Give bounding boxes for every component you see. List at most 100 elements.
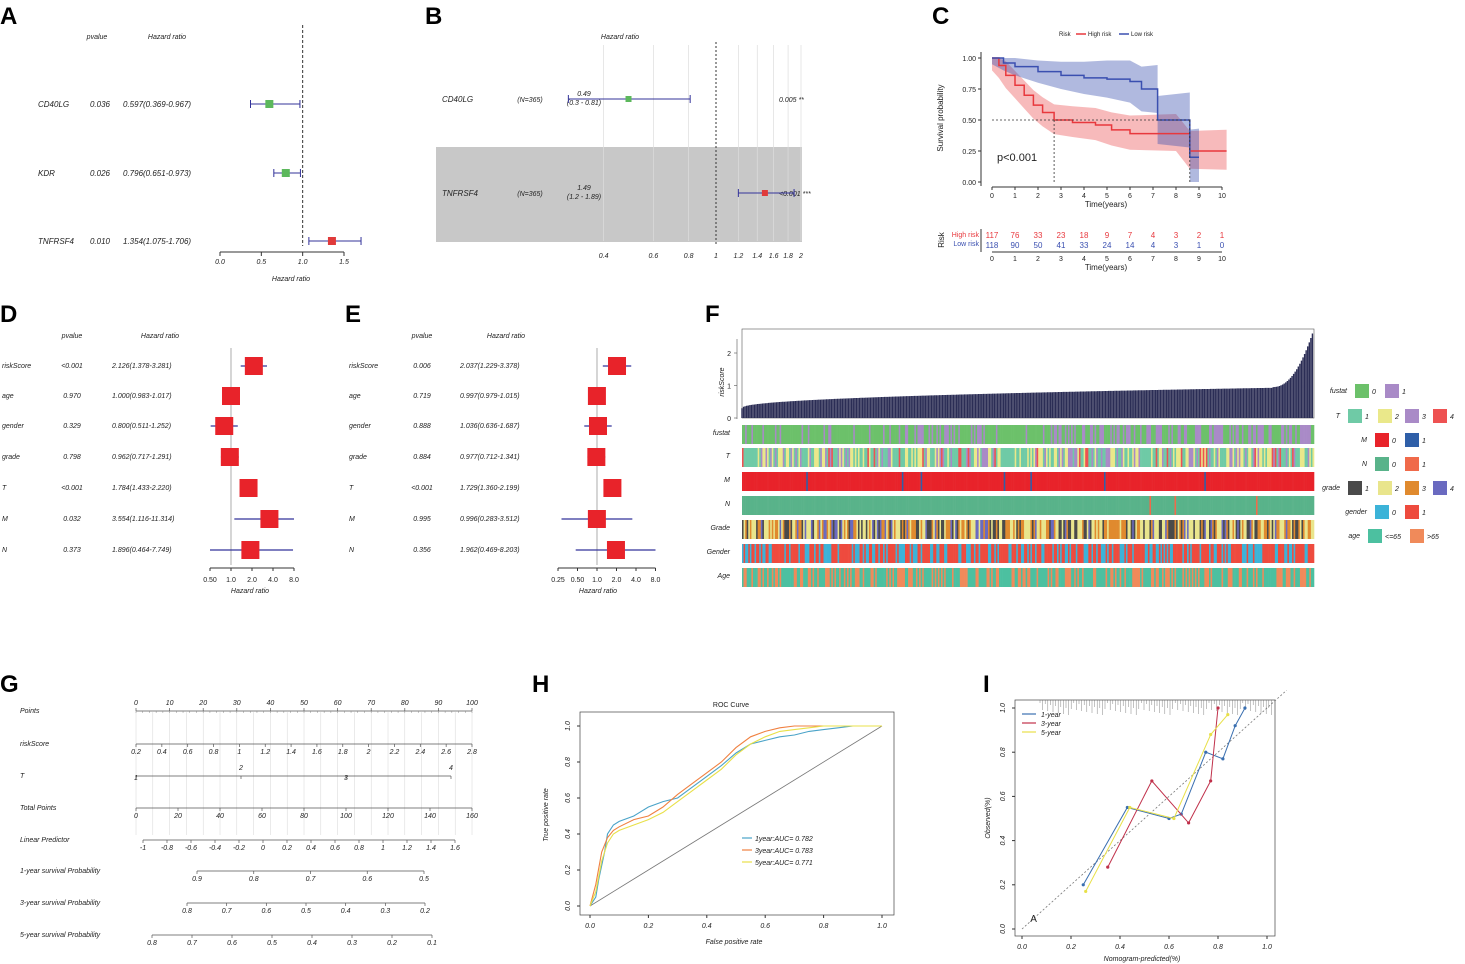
panel-g-row-tick-label: 2.2 xyxy=(389,749,400,756)
panel-f-track-cell xyxy=(1028,496,1031,515)
panel-f-risk-bars xyxy=(741,333,1314,418)
panel-f-track-cell xyxy=(1245,448,1247,467)
panel-f-track-cell xyxy=(1110,472,1113,491)
panel-f-track-cell xyxy=(845,472,848,491)
panel-f-track-cell xyxy=(1210,544,1213,563)
panel-f-track-cell xyxy=(1061,496,1064,515)
panel-f-track-cell xyxy=(743,425,746,444)
panel-f-track-cell xyxy=(1011,496,1014,515)
panel-h-x-tick-label: 1.0 xyxy=(877,923,887,930)
panel-f-track-cell xyxy=(878,472,881,491)
panel-f-track-label: Gender xyxy=(707,549,731,556)
panel-c-y-tick-label: 0.00 xyxy=(962,180,976,187)
panel-f-track-cell xyxy=(1168,520,1171,539)
panel-f-track-cell xyxy=(917,472,920,491)
panel-f-track-cell xyxy=(798,544,801,563)
panel-f-track-cell xyxy=(1256,496,1258,515)
panel-f-track-cell xyxy=(1016,425,1019,444)
panel-f-track-cell xyxy=(970,425,973,444)
panel-f-track-cell xyxy=(892,472,895,491)
panel-f-track-cell xyxy=(1177,425,1180,444)
panel-f-track-cell xyxy=(1202,496,1205,515)
panel-f-track-cell xyxy=(1058,425,1061,444)
panel-d-forest-row-pvalue: <0.001 xyxy=(61,363,83,370)
panel-f-track-cell xyxy=(1274,496,1277,515)
panel-f-track-cell xyxy=(1160,568,1163,587)
panel-f-heatmap: 012riskScorefustatTMNGradeGenderAgefusta… xyxy=(707,328,1454,587)
panel-f-track-cell xyxy=(1069,448,1072,467)
panel-f-track-cell xyxy=(984,544,987,563)
panel-f-track-cell xyxy=(876,520,879,539)
panel-f-track-cell xyxy=(1207,496,1210,515)
panel-f-track-cell xyxy=(931,568,934,587)
panel-f-legend-label: 0 xyxy=(1392,510,1396,517)
panel-f-legend-label: 2 xyxy=(1394,486,1399,493)
panel-f-track-cell xyxy=(1303,496,1305,515)
panel-f-track-cell xyxy=(926,425,929,444)
panel-f-track-cell xyxy=(1199,425,1202,444)
panel-f-track-cell xyxy=(969,425,972,444)
panel-f-track-cell xyxy=(1216,568,1219,587)
panel-f-track-cell xyxy=(854,520,857,539)
panel-f-track-cell xyxy=(981,448,984,467)
panel-f-track-cell xyxy=(751,448,754,467)
panel-a-hr-point xyxy=(281,169,290,177)
panel-f-track-cell xyxy=(865,448,868,467)
panel-f-track-cell xyxy=(1022,472,1025,491)
panel-f-track-cell xyxy=(768,472,771,491)
panel-f-track-cell xyxy=(1180,448,1183,467)
panel-b-hr-point xyxy=(761,190,768,196)
panel-f-track-cell xyxy=(779,568,782,587)
panel-f-track-cell xyxy=(1105,520,1108,539)
panel-f-track-cell xyxy=(1144,496,1147,515)
panel-f-track-cell xyxy=(926,496,929,515)
panel-f-track-cell xyxy=(837,425,840,444)
panel-f-track-cell xyxy=(1000,544,1003,563)
panel-f-track-cell xyxy=(1166,472,1169,491)
panel-f-track-cell xyxy=(1224,496,1227,515)
panel-f-track-cell xyxy=(817,472,820,491)
panel-f-track-cell xyxy=(906,496,909,515)
panel-f-track-cell xyxy=(1230,520,1233,539)
panel-f-track-cell xyxy=(795,544,798,563)
panel-f-track-cell xyxy=(1071,568,1073,587)
panel-g-row-tick-label: 0.1 xyxy=(427,940,437,947)
panel-f-track-cell xyxy=(759,568,762,587)
panel-f-track-cell xyxy=(1072,496,1075,515)
panel-f-track-cell xyxy=(969,496,972,515)
panel-f-track-cell xyxy=(759,448,762,467)
panel-f-track-cell xyxy=(1293,520,1296,539)
panel-f-track-cell xyxy=(839,472,842,491)
panel-f-legend-label: 3 xyxy=(1422,414,1426,421)
panel-f-track-cell xyxy=(742,496,744,515)
panel-f-track-cell xyxy=(781,425,784,444)
panel-f-track-cell xyxy=(1248,425,1251,444)
panel-f-track-cell xyxy=(933,496,936,515)
panel-f-track-cell xyxy=(1013,568,1015,587)
panel-f-track-cell xyxy=(875,425,878,444)
panel-f-track-cell xyxy=(1028,472,1031,491)
panel-f-track-cell xyxy=(861,568,863,587)
panel-g-row-label: T xyxy=(20,773,25,780)
panel-f-track-cell xyxy=(919,496,921,515)
panel-f-track-cell xyxy=(934,544,937,563)
panel-f-track-cell xyxy=(1246,448,1249,467)
panel-f-track-cell xyxy=(773,496,776,515)
panel-f-track-cell xyxy=(989,544,992,563)
panel-f-track-cell xyxy=(1199,520,1202,539)
panel-h-x-tick-label: 0.8 xyxy=(819,923,829,930)
panel-f-track-cell xyxy=(1191,472,1194,491)
panel-f-track-cell xyxy=(1180,544,1183,563)
panel-f-track-cell xyxy=(815,425,818,444)
panel-f-track-cell xyxy=(867,448,870,467)
panel-f-track-cell xyxy=(898,448,901,467)
panel-f-track-cell xyxy=(956,496,959,515)
panel-f-track-cell xyxy=(1161,520,1164,539)
panel-f-track-cell xyxy=(948,425,951,444)
panel-f-track-cell xyxy=(768,425,771,444)
panel-f-track-cell xyxy=(1158,544,1161,563)
panel-f-track-cell xyxy=(1002,425,1005,444)
panel-f-track-cell xyxy=(850,472,852,491)
panel-f-track-cell xyxy=(798,568,801,587)
panel-g-row-tick-label: 2.6 xyxy=(440,749,451,756)
